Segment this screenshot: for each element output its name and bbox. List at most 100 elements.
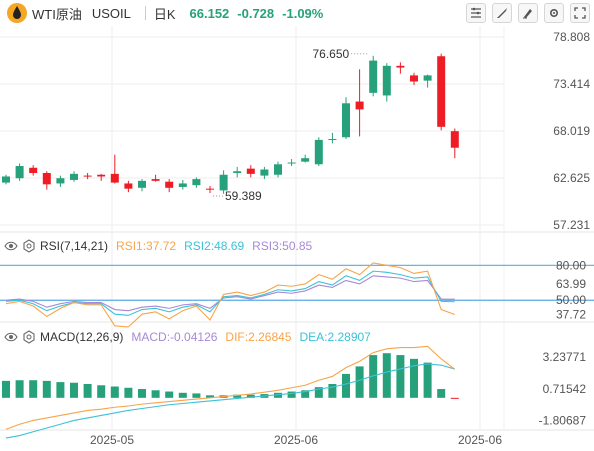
eye-icon[interactable] — [4, 330, 18, 344]
candle-body — [83, 175, 92, 177]
rsi-legend: RSI(7,14,21) RSI1:37.72 RSI2:48.69 RSI3:… — [4, 238, 320, 254]
dif-value: DIF:2.26845 — [225, 330, 292, 344]
candle-body — [410, 75, 418, 82]
candle-body — [355, 101, 364, 110]
expand-icon — [574, 7, 586, 19]
fullscreen-button[interactable] — [570, 3, 590, 23]
price-tick-label: 73.414 — [553, 77, 590, 91]
candle-body — [437, 56, 446, 127]
candle-body — [369, 60, 378, 93]
toolbar — [466, 3, 590, 23]
macd-histogram-bar — [138, 389, 146, 398]
rsi2-line — [5, 270, 455, 316]
macd-histogram-bar — [110, 386, 119, 398]
candle-body — [124, 183, 133, 189]
candle-body — [206, 188, 214, 190]
macd-histogram-bar — [15, 380, 24, 398]
rsi3-line — [5, 275, 455, 312]
macd-histogram-bar — [165, 391, 174, 398]
macd-histogram-bar — [206, 395, 214, 398]
macd-histogram-bar — [42, 380, 51, 398]
candle-body — [56, 178, 65, 184]
candle-body — [192, 179, 201, 186]
candle-body — [138, 180, 146, 188]
candle-body — [301, 158, 310, 162]
macd-histogram-bar — [423, 362, 432, 398]
macd-histogram-bar — [382, 353, 391, 398]
candle-body — [287, 162, 296, 164]
macd-histogram-bar — [246, 394, 255, 398]
candle-body — [219, 174, 228, 191]
macd-histogram-bar — [56, 382, 65, 398]
rsi-name: RSI(7,14,21) — [40, 239, 109, 253]
macd-value: MACD:-0.04126 — [131, 330, 218, 344]
candle-body — [97, 174, 106, 177]
date-axis-label: 2025-06 — [274, 433, 318, 447]
candle-body — [382, 65, 391, 96]
settings-button[interactable] — [544, 3, 564, 23]
macd-histogram-bar — [2, 380, 10, 398]
pen-icon — [523, 9, 532, 19]
macd-histogram-bar — [151, 390, 160, 398]
price-tick-label: 62.625 — [553, 171, 590, 185]
indicator-tool-button[interactable] — [466, 3, 486, 23]
dif-line — [5, 345, 456, 430]
symbol-code[interactable]: USOIL — [91, 5, 131, 21]
draw-icon — [497, 8, 507, 18]
rsi-tick-label: 37.72 — [556, 308, 586, 322]
macd-histogram-bar — [437, 389, 446, 398]
rsi-tick-label: 63.99 — [556, 277, 586, 291]
price-change: -0.728 — [237, 5, 275, 21]
macd-histogram-bar — [233, 394, 242, 398]
header-bar: WTI原油 USOIL 日K 66.152 -0.728 -1.09% — [0, 0, 594, 26]
price-change-percent: -1.09% — [282, 5, 324, 21]
macd-histogram-bar — [301, 390, 310, 398]
dea-line — [5, 363, 455, 439]
low-price-label: 59.389 — [225, 189, 262, 203]
macd-histogram-bar — [124, 387, 133, 398]
candle-body — [151, 179, 160, 181]
macd-name: MACD(12,26,9) — [40, 330, 124, 344]
symbol-name[interactable]: WTI原油 — [32, 6, 82, 22]
pen-tool-button[interactable] — [518, 3, 538, 23]
rsi-tick-label: 50.00 — [556, 293, 586, 307]
indicator-icon — [471, 7, 481, 18]
candle-body — [450, 131, 459, 148]
candle-body — [274, 164, 282, 175]
macd-histogram-bar — [29, 380, 38, 398]
candle-body — [178, 183, 187, 187]
dea-value: DEA:2.28907 — [299, 330, 371, 344]
candle-body — [29, 167, 38, 173]
macd-legend: MACD(12,26,9) MACD:-0.04126 DIF:2.26845 … — [4, 329, 379, 345]
timeframe-selector[interactable]: 日K — [154, 4, 176, 23]
date-axis-label: 2025-05 — [90, 433, 134, 447]
macd-histogram-bar — [83, 384, 92, 398]
rsi1-value: RSI1:37.72 — [116, 239, 177, 253]
gear-icon[interactable] — [22, 330, 36, 344]
candle-body — [2, 176, 10, 183]
gear-icon[interactable] — [22, 239, 36, 253]
candle-body — [42, 172, 51, 185]
high-price-label: 76.650 — [312, 47, 349, 61]
candle-body — [233, 171, 242, 173]
macd-tick-label: -1.80687 — [539, 414, 587, 428]
gear-icon — [549, 8, 559, 18]
candle-body — [70, 173, 78, 180]
candle-body — [246, 168, 255, 174]
price-tick-label: 57.231 — [553, 218, 590, 232]
macd-histogram-bar — [355, 366, 364, 398]
macd-histogram-bar — [274, 392, 282, 398]
oil-drop-icon — [6, 2, 28, 24]
last-price: 66.152 — [189, 5, 230, 21]
eye-icon[interactable] — [4, 239, 18, 253]
macd-histogram-bar — [328, 384, 337, 398]
candle-body — [423, 75, 432, 81]
timeframe-label: 日K — [153, 6, 176, 22]
macd-tick-label: 0.71542 — [543, 382, 587, 396]
macd-tick-label: 3.23771 — [543, 350, 587, 364]
macd-histogram-bar — [178, 392, 187, 398]
draw-tool-button[interactable] — [492, 3, 512, 23]
candle-body — [396, 65, 405, 68]
candle-body — [328, 139, 337, 141]
